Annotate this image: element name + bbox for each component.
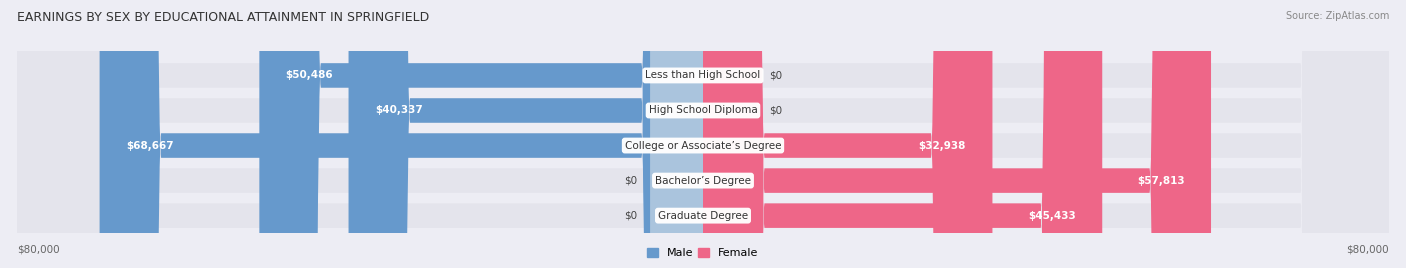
FancyBboxPatch shape bbox=[100, 0, 703, 268]
Text: $0: $0 bbox=[769, 70, 782, 80]
Text: $80,000: $80,000 bbox=[1347, 244, 1389, 254]
FancyBboxPatch shape bbox=[703, 0, 1211, 268]
Text: $0: $0 bbox=[769, 106, 782, 116]
Text: $40,337: $40,337 bbox=[375, 106, 423, 116]
FancyBboxPatch shape bbox=[17, 0, 1389, 268]
Text: $0: $0 bbox=[624, 211, 637, 221]
Text: Bachelor’s Degree: Bachelor’s Degree bbox=[655, 176, 751, 186]
FancyBboxPatch shape bbox=[703, 0, 993, 268]
Text: $50,486: $50,486 bbox=[285, 70, 333, 80]
Text: College or Associate’s Degree: College or Associate’s Degree bbox=[624, 140, 782, 151]
FancyBboxPatch shape bbox=[349, 0, 703, 268]
FancyBboxPatch shape bbox=[17, 0, 1389, 268]
FancyBboxPatch shape bbox=[703, 0, 1102, 268]
FancyBboxPatch shape bbox=[17, 0, 1389, 268]
FancyBboxPatch shape bbox=[703, 0, 756, 268]
Text: $45,433: $45,433 bbox=[1028, 211, 1076, 221]
Text: Source: ZipAtlas.com: Source: ZipAtlas.com bbox=[1285, 11, 1389, 21]
Legend: Male, Female: Male, Female bbox=[643, 243, 763, 262]
Text: $80,000: $80,000 bbox=[17, 244, 59, 254]
Text: $32,938: $32,938 bbox=[918, 140, 966, 151]
FancyBboxPatch shape bbox=[650, 0, 703, 268]
FancyBboxPatch shape bbox=[17, 0, 1389, 268]
FancyBboxPatch shape bbox=[17, 0, 1389, 268]
Text: High School Diploma: High School Diploma bbox=[648, 106, 758, 116]
Text: $57,813: $57,813 bbox=[1137, 176, 1185, 186]
FancyBboxPatch shape bbox=[259, 0, 703, 268]
Text: $0: $0 bbox=[624, 176, 637, 186]
Text: Graduate Degree: Graduate Degree bbox=[658, 211, 748, 221]
Text: Less than High School: Less than High School bbox=[645, 70, 761, 80]
FancyBboxPatch shape bbox=[650, 0, 703, 268]
FancyBboxPatch shape bbox=[703, 0, 756, 268]
Text: EARNINGS BY SEX BY EDUCATIONAL ATTAINMENT IN SPRINGFIELD: EARNINGS BY SEX BY EDUCATIONAL ATTAINMEN… bbox=[17, 11, 429, 24]
Text: $68,667: $68,667 bbox=[127, 140, 173, 151]
